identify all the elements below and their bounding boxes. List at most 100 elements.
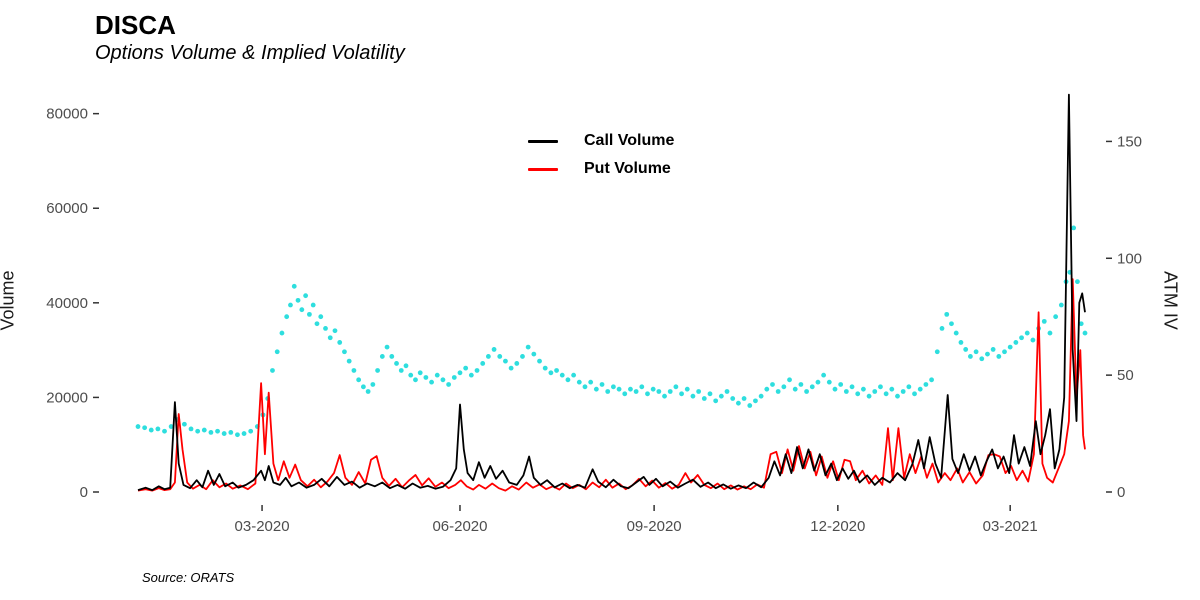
- atm-iv-point: [148, 427, 154, 433]
- atm-iv-point: [485, 354, 491, 359]
- atm-iv-point: [208, 430, 214, 435]
- atm-iv-point: [235, 432, 240, 438]
- atm-iv-point: [616, 386, 622, 392]
- atm-iv-point: [605, 389, 611, 394]
- atm-iv-point: [934, 349, 940, 355]
- left-axis-tick-label: 80000: [46, 106, 88, 123]
- atm-iv-point: [221, 431, 227, 436]
- atm-iv-point: [968, 354, 973, 359]
- atm-iv-point: [707, 391, 713, 397]
- atm-iv-point: [307, 311, 312, 317]
- atm-iv-point: [821, 372, 827, 378]
- atm-iv-point: [730, 396, 736, 401]
- atm-iv-point: [696, 389, 702, 394]
- atm-iv-point: [451, 375, 457, 380]
- atm-iv-point: [491, 347, 497, 352]
- atm-iv-point: [741, 396, 747, 401]
- atm-iv-point: [1058, 302, 1064, 308]
- atm-iv-point: [713, 398, 719, 404]
- atm-iv-point: [531, 351, 537, 357]
- atm-iv-point: [1075, 279, 1080, 285]
- atm-iv-point: [764, 386, 770, 392]
- atm-iv-point: [724, 389, 730, 394]
- legend-label-call-volume: Call Volume: [584, 132, 675, 149]
- atm-iv-point: [182, 421, 187, 427]
- atm-iv-point: [413, 377, 418, 383]
- atm-iv-point: [861, 386, 866, 392]
- atm-iv-point: [906, 384, 912, 390]
- atm-iv-point: [849, 384, 855, 390]
- atm-iv-point: [310, 302, 316, 308]
- atm-iv-point: [939, 325, 945, 331]
- atm-iv-point: [423, 375, 429, 380]
- atm-iv-point: [463, 365, 469, 371]
- atm-iv-point: [679, 391, 684, 397]
- x-axis-tick-label: 03-2020: [235, 518, 290, 535]
- atm-iv-point: [537, 358, 542, 364]
- atm-iv-point: [1002, 349, 1007, 355]
- atm-iv-point: [781, 384, 787, 390]
- atm-iv-point: [883, 391, 889, 397]
- atm-iv-point: [973, 349, 979, 355]
- atm-iv-point: [288, 302, 293, 308]
- atm-iv-point: [917, 386, 923, 392]
- atm-iv-point: [525, 344, 531, 350]
- right-axis-tick-label: 100: [1117, 250, 1142, 267]
- left-axis-title: Volume: [0, 270, 18, 331]
- atm-iv-point: [963, 347, 969, 352]
- atm-iv-point: [559, 372, 565, 378]
- atm-iv-point: [804, 389, 809, 394]
- atm-iv-point: [622, 391, 628, 397]
- atm-iv-point: [303, 293, 309, 299]
- atm-iv-point: [434, 372, 440, 378]
- atm-iv-point: [389, 354, 395, 359]
- atm-iv-point: [503, 358, 508, 364]
- atm-iv-point: [360, 384, 366, 390]
- atm-iv-point: [895, 393, 900, 399]
- atm-iv-point: [878, 384, 883, 390]
- atm-iv-point: [1071, 225, 1077, 231]
- atm-iv-point: [480, 361, 486, 366]
- atm-iv-point: [201, 427, 207, 433]
- atm-iv-point: [474, 368, 480, 373]
- page-subtitle: Options Volume & Implied Volatility: [95, 42, 405, 64]
- atm-iv-point: [248, 428, 254, 434]
- atm-iv-point: [1024, 330, 1030, 336]
- atm-iv-point: [923, 382, 929, 387]
- left-axis-tick-label: 20000: [46, 389, 88, 406]
- atm-iv-point: [1082, 330, 1088, 336]
- atm-iv-point: [832, 386, 838, 392]
- atm-iv-point: [650, 386, 656, 392]
- atm-iv-point: [912, 391, 917, 397]
- atm-iv-point: [610, 384, 616, 390]
- right-axis-tick-label: 150: [1117, 133, 1142, 150]
- atm-iv-point: [429, 379, 434, 385]
- atm-iv-point: [295, 297, 301, 303]
- atm-iv-point: [403, 363, 409, 369]
- atm-iv-point: [554, 368, 559, 373]
- atm-iv-point: [855, 391, 861, 397]
- legend-item-put-volume: Put Volume: [528, 160, 674, 178]
- atm-iv-point: [1078, 321, 1084, 327]
- x-axis-tick-label: 03-2021: [983, 518, 1038, 535]
- atm-iv-point: [1041, 318, 1047, 324]
- atm-iv-point: [571, 372, 577, 378]
- right-axis-tick-label: 0: [1117, 484, 1125, 501]
- atm-iv-point: [747, 403, 753, 408]
- atm-iv-point: [332, 328, 338, 334]
- atm-iv-point: [542, 365, 548, 371]
- call-volume-line-swatch: [528, 139, 558, 143]
- chart-legend: Call Volume Put Volume: [528, 132, 674, 178]
- atm-iv-point: [565, 377, 571, 383]
- atm-iv-point: [188, 426, 194, 432]
- atm-iv-point: [576, 379, 582, 385]
- atm-iv-point: [375, 368, 380, 373]
- atm-iv-point: [866, 393, 872, 399]
- atm-iv-point: [996, 354, 1002, 359]
- atm-iv-point: [548, 370, 554, 376]
- put-volume-line-swatch: [528, 167, 558, 171]
- atm-iv-point: [284, 314, 290, 320]
- atm-iv-point: [990, 347, 996, 352]
- atm-iv-point: [582, 384, 588, 390]
- atm-iv-point: [314, 321, 320, 327]
